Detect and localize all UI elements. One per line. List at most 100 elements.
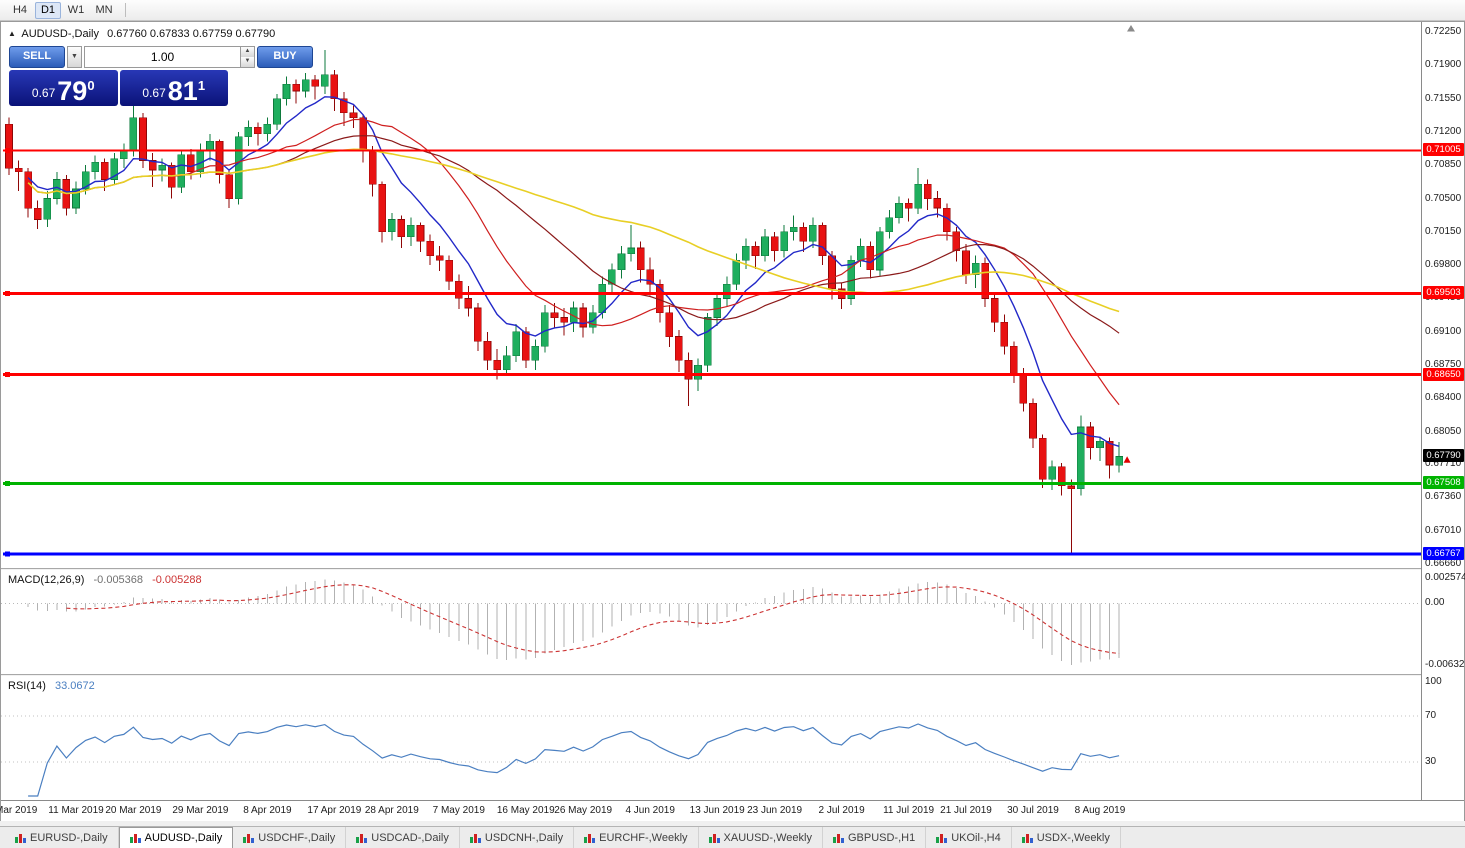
candle-body (550, 312, 559, 318)
buy-price-display[interactable]: 0.67 81 1 (119, 70, 228, 106)
spin-up-icon[interactable]: ▲ (241, 47, 254, 57)
volume-input[interactable] (84, 46, 241, 68)
candle-body (177, 154, 186, 188)
candle-body (282, 83, 291, 99)
price-tick: 0.69800 (1425, 259, 1462, 271)
candle-body (1038, 438, 1047, 480)
candle-body (244, 126, 253, 137)
candle-body (703, 317, 712, 366)
date-label: 13 Jun 2019 (689, 805, 745, 816)
chart-tab[interactable]: EURCHF-,Weekly (574, 827, 699, 848)
candle-body (5, 124, 13, 169)
sell-price-big-digits: 79 (57, 76, 88, 106)
volume-dropdown-button[interactable]: ▼ (67, 46, 82, 68)
chart-tab[interactable]: USDCNH-,Daily (460, 827, 575, 848)
period-button-mn[interactable]: MN (95, 3, 113, 16)
candle-body (512, 331, 521, 356)
price-tick: 0.67360 (1425, 491, 1462, 503)
candle-body (588, 312, 597, 328)
chart-tab[interactable]: USDCAD-,Daily (346, 827, 460, 848)
shift-marker-icon (1127, 25, 1135, 32)
candle-body (81, 171, 90, 190)
panel-divider[interactable] (1, 674, 1464, 676)
panel-divider[interactable] (1, 568, 1464, 570)
candle-body (914, 184, 922, 209)
price-axis[interactable]: 0.72250 0.71900 0.71550 0.71200 0.70850 0.705… (1421, 22, 1465, 800)
line-handle[interactable] (5, 148, 10, 153)
date-label: 28 Apr 2019 (364, 805, 419, 816)
date-label: 11 Jul 2019 (883, 805, 935, 816)
candle-body (531, 345, 540, 361)
sell-price-display[interactable]: 0.67 79 0 (9, 70, 118, 106)
candle-body (340, 98, 348, 114)
candle-body (24, 171, 32, 209)
volume-stepper: ▲ ▼ (241, 46, 255, 68)
macd-panel-chart[interactable] (1, 570, 1422, 674)
period-buttons: H4 D1 W1 MN (7, 1, 119, 19)
candle-body (933, 198, 942, 209)
candle-body (923, 184, 932, 199)
main-price-chart[interactable] (1, 22, 1422, 568)
chart-tab-label: USDCNH-,Daily (484, 831, 564, 844)
chart-tab[interactable]: USDCHF-,Daily (233, 827, 347, 848)
mini-chart-icon (1021, 833, 1033, 843)
chart-tab[interactable]: UKOil-,H4 (926, 827, 1012, 848)
chart-tab[interactable]: GBPUSD-,H1 (823, 827, 927, 848)
sell-button[interactable]: SELL (9, 46, 65, 68)
chart-tab-label: XAUUSD-,Weekly (723, 831, 812, 844)
date-label: 17 Apr 2019 (307, 805, 362, 816)
chevron-down-icon: ▼ (71, 53, 78, 60)
chart-tab[interactable]: USDX-,Weekly (1012, 827, 1121, 848)
candle-body (464, 298, 473, 309)
candle-body (1057, 466, 1066, 487)
date-label: 21 Jul 2019 (940, 805, 992, 816)
line-handle[interactable] (5, 290, 10, 296)
line-handle[interactable] (5, 372, 10, 378)
chart-tab-label: USDCAD-,Daily (371, 831, 449, 844)
price-tick: 0.72250 (1425, 26, 1462, 37)
candle-body (493, 359, 501, 371)
period-button-w1[interactable]: W1 (67, 3, 85, 16)
ma-line-48 (27, 148, 1120, 313)
line-handle[interactable] (5, 480, 10, 486)
candle-body (483, 340, 492, 361)
buy-button[interactable]: BUY (257, 46, 313, 68)
date-label: 8 Apr 2019 (243, 805, 292, 816)
candle-body (91, 162, 99, 173)
price-tick: 0.70150 (1425, 225, 1462, 237)
mini-chart-icon (584, 833, 596, 843)
candle-body (254, 126, 262, 135)
buy-price-pip-digit: 1 (197, 78, 206, 93)
chart-tab[interactable]: EURUSD-,Daily (5, 827, 119, 848)
macd-main-value: -0.005368 (93, 574, 144, 586)
candle-body (627, 247, 635, 254)
candle-body (129, 117, 138, 152)
price-tick: 0.68050 (1425, 425, 1462, 437)
candle-body (292, 83, 300, 92)
price-tick: 0.68750 (1425, 359, 1462, 371)
price-flag: 0.68650 (1423, 367, 1464, 381)
chart-tab[interactable]: AUDUSD-,Daily (118, 827, 234, 848)
mini-chart-icon (15, 833, 26, 843)
candle-body (751, 245, 760, 256)
candle-body (387, 219, 396, 233)
line-handle[interactable] (5, 551, 10, 557)
candle-body (43, 198, 52, 220)
candle-body (684, 359, 693, 380)
candle-body (215, 141, 224, 176)
rsi-panel-chart[interactable] (1, 676, 1422, 800)
spin-down-icon[interactable]: ▼ (241, 57, 254, 67)
chart-tab[interactable]: XAUUSD-,Weekly (699, 827, 823, 848)
chart-tab-label: UKOil-,H4 (951, 831, 1001, 844)
toolbar-separator (125, 3, 126, 17)
candle-body (895, 203, 903, 218)
candle-body (885, 217, 894, 233)
macd-signal-line (66, 584, 1120, 655)
mini-chart-icon (936, 833, 948, 843)
candle-body (407, 224, 415, 237)
period-button-h4[interactable]: H4 (12, 3, 28, 16)
period-button-d1[interactable]: D1 (35, 1, 61, 19)
candle-body (904, 203, 913, 209)
mini-chart-icon (129, 833, 141, 843)
